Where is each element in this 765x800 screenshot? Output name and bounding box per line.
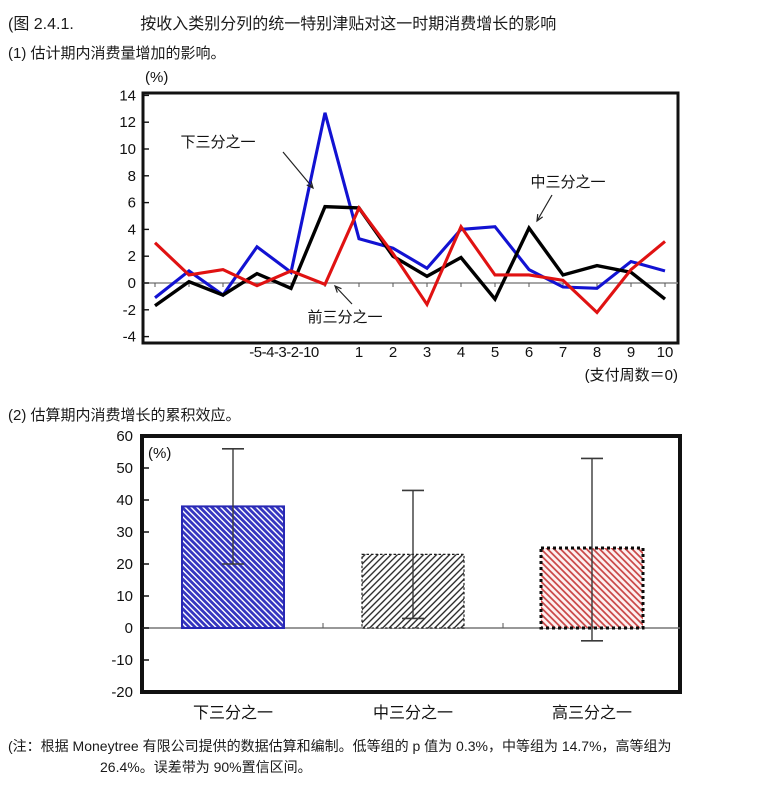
series-annotation-lower-third: 下三分之一 <box>180 134 255 151</box>
x-tick-label: 9 <box>627 344 635 361</box>
x-tick-label: 5 <box>491 344 499 361</box>
y-tick-label: 4 <box>128 221 136 238</box>
x-tick-label-group-negative: -5-4-3-2-10 <box>249 344 319 361</box>
figure-title: 按收入类别分列的统一特别津贴对这一时期消费增长的影响 <box>140 16 557 33</box>
line-series-lower-third <box>154 112 666 299</box>
bar-chart: (%) 60 50 40 30 20 10 0 -10 -20 下三分之一 中三分之一 高三分之一 <box>111 428 682 722</box>
line-series-middle-third <box>154 204 667 308</box>
y-tick-label: 40 <box>116 492 133 509</box>
annotation-arrow-head <box>333 284 342 293</box>
y-tick-label: 12 <box>119 114 136 131</box>
figure-title-row: (图 2.4.1. 按收入类别分列的统一特别津贴对这一时期消费增长的影响 <box>8 10 556 34</box>
x-tick-label: 6 <box>525 344 533 361</box>
y-tick-label: -4 <box>123 329 136 346</box>
note-line-2: 26.4%。误差带为 90%置信区间。 <box>100 759 312 775</box>
y-tick-label: 20 <box>116 556 133 573</box>
series-annotation-upper-third: 前三分之一 <box>307 309 382 326</box>
x-tick-label: 7 <box>559 344 567 361</box>
panel1-label: (1) 估计期内消费量增加的影响。 <box>8 45 226 62</box>
annotation-arrow-line <box>334 285 353 305</box>
y-tick-label: -2 <box>123 302 136 319</box>
y-tick-label: 2 <box>128 248 136 265</box>
y-tick-label: 14 <box>119 87 136 104</box>
x-tick-label: 1 <box>355 344 363 361</box>
x-axis-note: (支付周数＝0) <box>585 367 678 384</box>
y-tick-label: 30 <box>116 524 133 541</box>
series-annotation-middle-third: 中三分之一 <box>530 174 605 191</box>
figure-note: (注：根据 Moneytree 有限公司提供的数据估算和编制。低等组的 p 值为… <box>8 736 672 778</box>
annotation-arrow-line <box>536 194 553 222</box>
y-axis-unit-label: (%) <box>145 69 168 86</box>
y-tick-label: 0 <box>125 620 133 637</box>
y-tick-label: 10 <box>116 588 133 605</box>
category-label-lower-third: 下三分之一 <box>193 704 273 722</box>
x-tick-label: 4 <box>457 344 465 361</box>
y-tick-label: -20 <box>111 684 133 701</box>
category-label-upper-third: 高三分之一 <box>552 704 632 722</box>
y-tick-label: 50 <box>116 460 133 477</box>
note-line-1: (注：根据 Moneytree 有限公司提供的数据估算和编制。低等组的 p 值为… <box>8 738 672 754</box>
annotation-arrow-line <box>282 151 314 189</box>
panel2-label: (2) 估算期内消费增长的累积效应。 <box>8 407 241 424</box>
x-tick-label: 8 <box>593 344 601 361</box>
y-tick-label: 0 <box>128 275 136 292</box>
y-tick-label: 60 <box>116 428 133 445</box>
y-axis-unit-label: (%) <box>148 445 171 462</box>
annotation-arrow-head <box>536 213 544 223</box>
category-label-middle-third: 中三分之一 <box>373 704 453 722</box>
y-tick-label: 10 <box>119 141 136 158</box>
y-tick-label: -10 <box>111 652 133 669</box>
line-series-upper-third <box>153 204 666 315</box>
x-tick-label: 3 <box>423 344 431 361</box>
y-tick-label: 6 <box>128 195 136 212</box>
annotation-arrow-head <box>306 181 314 190</box>
x-tick-label: 10 <box>657 344 674 361</box>
x-tick-label: 2 <box>389 344 397 361</box>
figure-number: (图 2.4.1. <box>8 16 74 33</box>
plot-border <box>141 91 680 345</box>
y-tick-label: 8 <box>128 168 136 185</box>
